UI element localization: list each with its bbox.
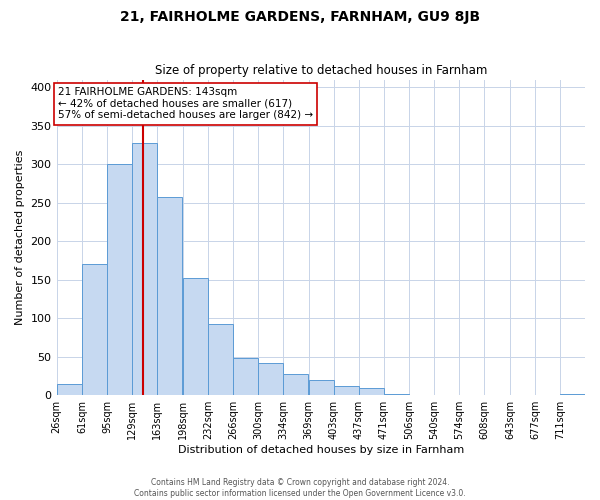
Text: 21 FAIRHOLME GARDENS: 143sqm
← 42% of detached houses are smaller (617)
57% of s: 21 FAIRHOLME GARDENS: 143sqm ← 42% of de… [58,88,313,120]
Bar [258,363,283,395]
Bar [383,394,409,395]
Bar [132,144,157,395]
Y-axis label: Number of detached properties: Number of detached properties [15,150,25,325]
Bar [157,198,182,395]
Bar [233,358,258,395]
Bar [308,380,334,395]
Bar [334,386,359,395]
Bar [283,374,308,395]
Text: 21, FAIRHOLME GARDENS, FARNHAM, GU9 8JB: 21, FAIRHOLME GARDENS, FARNHAM, GU9 8JB [120,10,480,24]
Text: Contains HM Land Registry data © Crown copyright and database right 2024.
Contai: Contains HM Land Registry data © Crown c… [134,478,466,498]
Bar [359,388,383,395]
Bar [560,394,585,395]
X-axis label: Distribution of detached houses by size in Farnham: Distribution of detached houses by size … [178,445,464,455]
Bar [56,384,82,395]
Bar [82,264,107,395]
Bar [107,164,132,395]
Title: Size of property relative to detached houses in Farnham: Size of property relative to detached ho… [155,64,487,77]
Bar [208,324,233,395]
Bar [183,278,208,395]
